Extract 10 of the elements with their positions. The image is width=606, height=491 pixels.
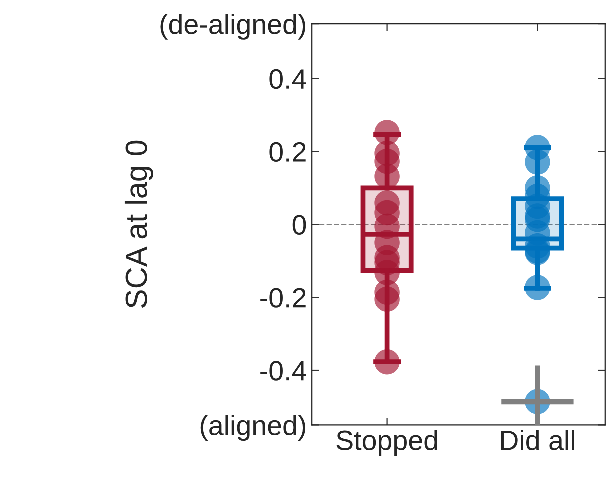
y-tick-label: (de-aligned)	[160, 14, 306, 40]
y-axis-title: SCA at lag 0	[124, 140, 154, 308]
y-tick-label: -0.2	[260, 288, 306, 308]
x-tick-label: Stopped	[336, 430, 438, 456]
y-tick-label: (aligned)	[200, 415, 306, 442]
y-tick-label: 0.4	[270, 69, 306, 90]
y-tick-label: 0.2	[270, 142, 306, 162]
x-tick-label: Did all	[501, 430, 574, 450]
y-tick-label: 0	[292, 215, 306, 235]
y-tick-label: -0.4	[260, 361, 306, 381]
